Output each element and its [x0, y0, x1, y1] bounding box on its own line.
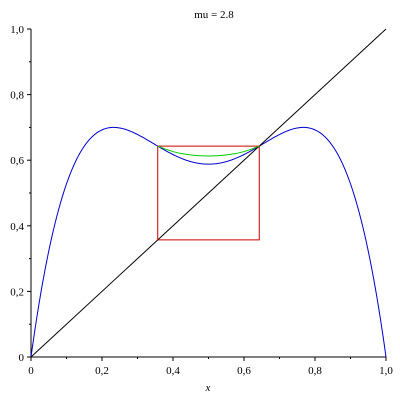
- plot-area: [30, 28, 387, 358]
- x-axis-label: x: [205, 382, 211, 394]
- y-tick-label: 1,0: [10, 24, 24, 36]
- x-tick-label: 0: [28, 365, 34, 377]
- second-iterate-curve: [30, 126, 387, 358]
- x-tick-label: 0,6: [237, 365, 251, 377]
- y-tick-label: 0,4: [10, 221, 24, 233]
- x-tick-label: 0,2: [95, 365, 109, 377]
- y-tick-label: 0,8: [10, 90, 24, 102]
- y-tick-label: 0,2: [10, 286, 24, 298]
- x-tick-label: 0,4: [166, 365, 180, 377]
- y-tick-label: 0,6: [10, 155, 24, 167]
- green-curve: [157, 145, 260, 157]
- x-tick-label: 1,0: [379, 365, 393, 377]
- x-tick-label: 0,8: [308, 365, 322, 377]
- chart-title: mu = 2.8: [194, 9, 234, 21]
- y-tick-label: 0: [19, 352, 25, 364]
- diagonal-line: [30, 28, 387, 358]
- axes: 0 0,2 0,4 0,6 0,8 1,0 0 0,2 0,4 0,6 0,8 1,0: [10, 24, 393, 377]
